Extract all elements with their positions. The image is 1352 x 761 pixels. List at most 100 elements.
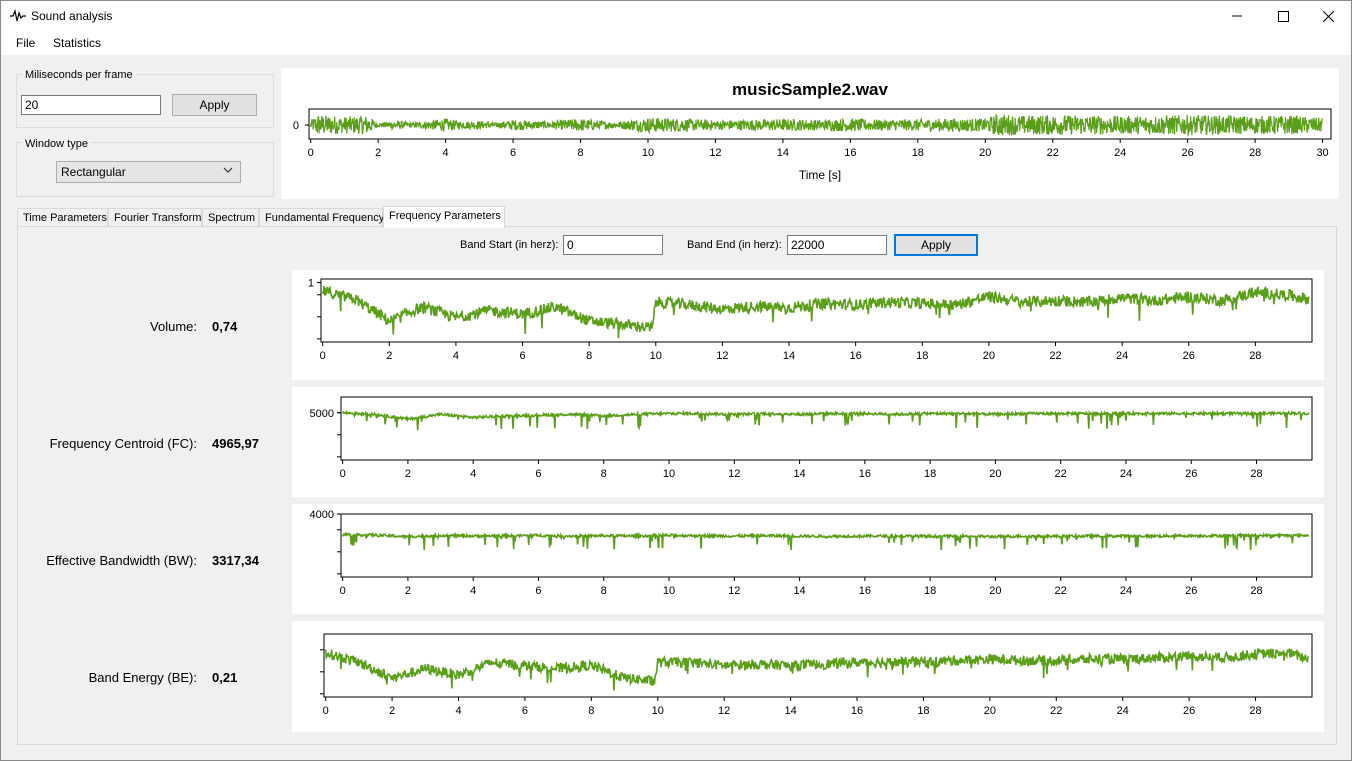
band-energy-x-tick-label: 2 (389, 705, 395, 717)
frequency-centroid-x-tick-label: 10 (663, 468, 675, 480)
band-energy-x-tick-label: 20 (984, 705, 996, 717)
band-energy-x-tick-label: 14 (784, 705, 796, 717)
waveform-series-line (310, 113, 1324, 138)
frequency-parameters-page: Band Start (in herz): Band End (in herz)… (17, 226, 1337, 745)
window-type-group: Window type Rectangular (16, 138, 274, 197)
waveform-app-icon (10, 9, 26, 22)
tab-fourier-transform[interactable]: Fourier Transform (108, 208, 202, 227)
volume-label: Volume: (150, 319, 197, 334)
effective-bandwidth-series-line (341, 531, 1310, 551)
volume-series-line (321, 285, 1310, 339)
effective-bandwidth-chart-panel: 4000 0 2 4 6 8 10 12 14 16 18 20 22 24 26 28 (292, 504, 1324, 614)
band-start-input[interactable] (563, 235, 663, 255)
waveform-x-tick-label: 28 (1249, 147, 1261, 159)
volume-chart-panel: 1 0 2 4 6 8 10 12 14 16 18 20 22 24 26 28 (292, 270, 1324, 380)
frequency-centroid-x-tick-label: 8 (601, 468, 607, 480)
frequency-centroid-value: 4965,97 (212, 436, 259, 451)
window-type-label: Window type (23, 138, 90, 150)
band-energy-x-tick-label: 10 (652, 705, 664, 717)
waveform-x-tick-label: 4 (443, 147, 449, 159)
band-end-input[interactable] (787, 235, 887, 255)
frequency-centroid-x-tick-label: 2 (405, 468, 411, 480)
band-energy-x-tick-label: 0 (323, 705, 329, 717)
frequency-centroid-x-tick-label: 16 (859, 468, 871, 480)
menu-file[interactable]: File (16, 36, 36, 50)
volume-value: 0,74 (212, 319, 238, 334)
effective-bandwidth-y-tick-label: 4000 (310, 509, 334, 521)
effective-bandwidth-x-tick-label: 20 (989, 585, 1001, 597)
close-button[interactable] (1305, 1, 1351, 31)
volume-x-tick-label: 22 (1049, 350, 1061, 362)
frequency-centroid-x-tick-label: 12 (728, 468, 740, 480)
effective-bandwidth-x-tick-label: 16 (859, 585, 871, 597)
band-apply-button[interactable]: Apply (894, 234, 978, 256)
volume-y-tick-label: 1 (308, 278, 314, 290)
menu-bar: File Statistics (1, 31, 1351, 55)
waveform-title: musicSample2.wav (732, 80, 888, 99)
window-type-select[interactable]: Rectangular (56, 161, 241, 183)
frequency-centroid-x-tick-label: 18 (924, 468, 936, 480)
effective-bandwidth-x-tick-label: 22 (1055, 585, 1067, 597)
ms-per-frame-input[interactable] (21, 95, 161, 115)
frequency-centroid-chart-panel: 5000 0 2 4 6 8 10 12 14 16 18 20 22 24 26 28 (292, 387, 1324, 497)
waveform-x-tick-label: 30 (1316, 147, 1328, 159)
volume-x-tick-label: 26 (1183, 350, 1195, 362)
volume-chart: 10 2 4 6 8 10 12 14 16 18 20 22 24 26 28 (308, 278, 1313, 362)
tab-time-parameters[interactable]: Time Parameters (17, 208, 108, 227)
waveform-x-tick-label: 18 (912, 147, 924, 159)
effective-bandwidth-label: Effective Bandwidth (BW): (46, 553, 197, 568)
effective-bandwidth-x-tick-label: 24 (1120, 585, 1132, 597)
frequency-centroid-y-tick-label: 5000 (310, 408, 334, 420)
volume-x-tick-label: 4 (453, 350, 459, 362)
band-energy-chart-panel: 0 2 4 6 8 10 12 14 16 18 20 22 24 26 28 (292, 621, 1324, 732)
band-energy-x-tick-label: 24 (1117, 705, 1129, 717)
volume-x-tick-label: 14 (783, 350, 795, 362)
volume-x-tick-label: 12 (716, 350, 728, 362)
waveform-x-tick-label: 2 (375, 147, 381, 159)
waveform-x-label: Time [s] (799, 168, 841, 182)
waveform-x-tick-label: 14 (777, 147, 789, 159)
volume-x-tick-label: 6 (519, 350, 525, 362)
window-title: Sound analysis (31, 9, 113, 23)
effective-bandwidth-x-tick-label: 6 (535, 585, 541, 597)
waveform-x-tick-label: 24 (1114, 147, 1126, 159)
effective-bandwidth-x-tick-label: 4 (470, 585, 476, 597)
volume-x-tick-label: 0 (320, 350, 326, 362)
effective-bandwidth-plot-area (340, 513, 1313, 578)
band-energy-plot-area (323, 633, 1313, 698)
waveform-x-tick-label: 16 (844, 147, 856, 159)
tab-fundamental-frequency[interactable]: Fundamental Frequency (259, 208, 384, 227)
band-energy-x-tick-label: 22 (1050, 705, 1062, 717)
maximize-button[interactable] (1260, 1, 1306, 31)
volume-x-tick-label: 24 (1116, 350, 1128, 362)
effective-bandwidth-x-tick-label: 0 (340, 585, 346, 597)
volume-x-tick-label: 20 (983, 350, 995, 362)
tab-frequency-parameters[interactable]: Frequency Parameters (383, 206, 505, 228)
waveform-x-tick-label: 22 (1047, 147, 1059, 159)
maximize-icon (1277, 10, 1289, 22)
band-energy-x-tick-label: 28 (1249, 705, 1261, 717)
effective-bandwidth-value: 3317,34 (212, 553, 259, 568)
band-energy-series-line (324, 647, 1310, 691)
waveform-panel: musicSample2.wav 0 0 2 4 6 8 10 12 14 16 18 20 22 24 2… (281, 68, 1339, 199)
volume-x-tick-label: 10 (650, 350, 662, 362)
waveform-x-tick-label: 0 (308, 147, 314, 159)
band-energy-x-tick-label: 16 (851, 705, 863, 717)
effective-bandwidth-x-tick-label: 2 (405, 585, 411, 597)
frequency-centroid-label: Frequency Centroid (FC): (49, 436, 197, 451)
band-energy-x-tick-label: 6 (522, 705, 528, 717)
waveform-x-tick-label: 12 (709, 147, 721, 159)
tab-spectrum[interactable]: Spectrum (202, 208, 259, 227)
frequency-centroid-x-tick-label: 14 (793, 468, 805, 480)
minimize-button[interactable] (1214, 1, 1260, 31)
waveform-x-tick-label: 6 (510, 147, 516, 159)
ms-apply-button[interactable]: Apply (172, 94, 257, 116)
volume-x-tick-label: 16 (850, 350, 862, 362)
band-energy-x-tick-label: 4 (455, 705, 461, 717)
menu-statistics[interactable]: Statistics (53, 36, 102, 50)
volume-x-tick-label: 18 (916, 350, 928, 362)
band-energy-value: 0,21 (212, 670, 238, 685)
